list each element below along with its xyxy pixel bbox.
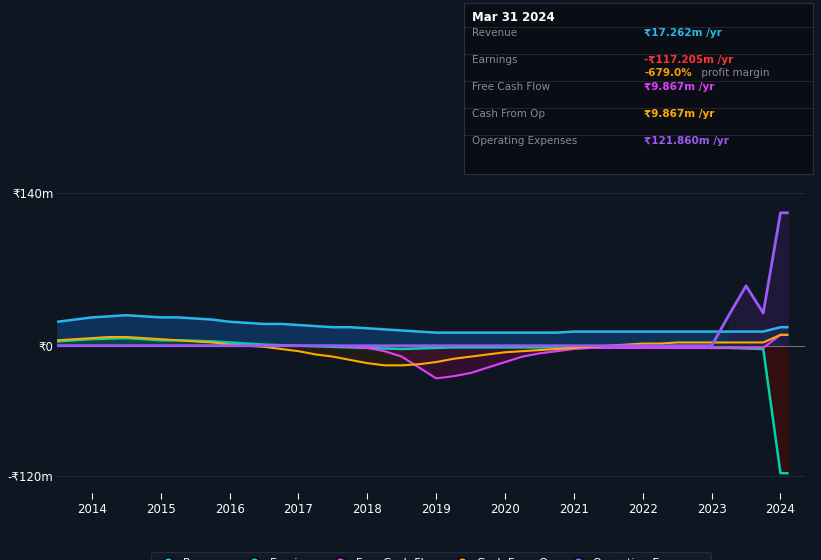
Text: Free Cash Flow: Free Cash Flow [472, 82, 550, 92]
Text: -679.0%: -679.0% [644, 68, 692, 78]
Text: Earnings: Earnings [472, 55, 517, 65]
Text: Revenue: Revenue [472, 28, 517, 38]
Text: Mar 31 2024: Mar 31 2024 [472, 11, 555, 24]
Text: ₹121.860m /yr: ₹121.860m /yr [644, 136, 729, 146]
Text: ₹9.867m /yr: ₹9.867m /yr [644, 109, 715, 119]
Text: profit margin: profit margin [698, 68, 769, 78]
Text: Operating Expenses: Operating Expenses [472, 136, 577, 146]
Text: ₹9.867m /yr: ₹9.867m /yr [644, 82, 715, 92]
Legend: Revenue, Earnings, Free Cash Flow, Cash From Op, Operating Expenses: Revenue, Earnings, Free Cash Flow, Cash … [151, 552, 711, 560]
Text: ₹17.262m /yr: ₹17.262m /yr [644, 28, 722, 38]
Text: Cash From Op: Cash From Op [472, 109, 545, 119]
Text: -₹117.205m /yr: -₹117.205m /yr [644, 55, 734, 65]
